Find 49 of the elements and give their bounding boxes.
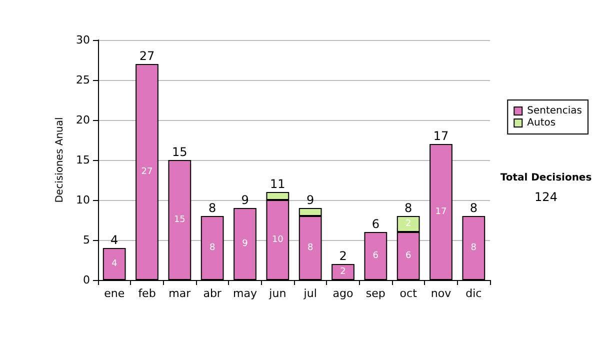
y-axis-title: Decisiones Anual — [54, 117, 66, 203]
y-tick-label: 10 — [76, 194, 90, 206]
data-label: 27 — [141, 167, 153, 177]
y-tick-label: 5 — [83, 234, 90, 246]
y-tick-label: 15 — [76, 154, 90, 166]
data-label: 15 — [174, 215, 186, 225]
total-label: 4 — [110, 233, 118, 247]
x-tick-label: oct — [400, 287, 418, 300]
x-tick-label: jun — [268, 287, 286, 300]
x-tick-label: nov — [430, 287, 452, 300]
x-tick-label: dic — [466, 287, 482, 300]
text: 124 — [534, 190, 558, 204]
total-label: 8 — [470, 201, 478, 215]
data-label: 9 — [242, 239, 248, 249]
data-label: 6 — [405, 251, 412, 261]
total-label: 15 — [172, 145, 188, 159]
data-label: 8 — [209, 243, 216, 253]
data-label: 2 — [340, 267, 346, 277]
total-label: 8 — [404, 201, 412, 215]
legend-label: Autos — [527, 118, 556, 128]
total-label: 17 — [433, 129, 449, 143]
text: Total Decisiones — [500, 172, 592, 184]
x-tick-label: may — [233, 287, 258, 300]
legend-label: Sentencias — [527, 106, 582, 116]
data-label: 8 — [307, 243, 314, 253]
total-label: 11 — [270, 177, 286, 191]
x-tick-label: jul — [302, 287, 317, 300]
y-tick-label: 20 — [76, 114, 90, 126]
x-tick-label: ene — [104, 287, 125, 300]
data-label: 4 — [111, 259, 118, 269]
y-tick-label: 30 — [76, 34, 90, 46]
x-tick-label: sep — [366, 287, 386, 300]
y-tick-label: 25 — [76, 74, 90, 86]
data-label: 2 — [405, 219, 412, 229]
total-label: 27 — [139, 49, 155, 63]
total-label: 9 — [241, 193, 249, 207]
data-label: 8 — [470, 243, 477, 253]
y-tick-label: 0 — [83, 274, 90, 286]
data-label: 17 — [435, 207, 447, 217]
data-label: 10 — [272, 235, 284, 245]
data-label: 6 — [372, 251, 379, 261]
total-label: 6 — [372, 217, 380, 231]
x-tick-label: mar — [168, 287, 192, 300]
x-tick-label: feb — [138, 287, 156, 300]
x-tick-label: abr — [203, 287, 222, 300]
total-label: 2 — [339, 249, 347, 263]
total-label: 8 — [208, 201, 216, 215]
total-label: 9 — [306, 193, 314, 207]
x-tick-label: ago — [332, 287, 354, 300]
